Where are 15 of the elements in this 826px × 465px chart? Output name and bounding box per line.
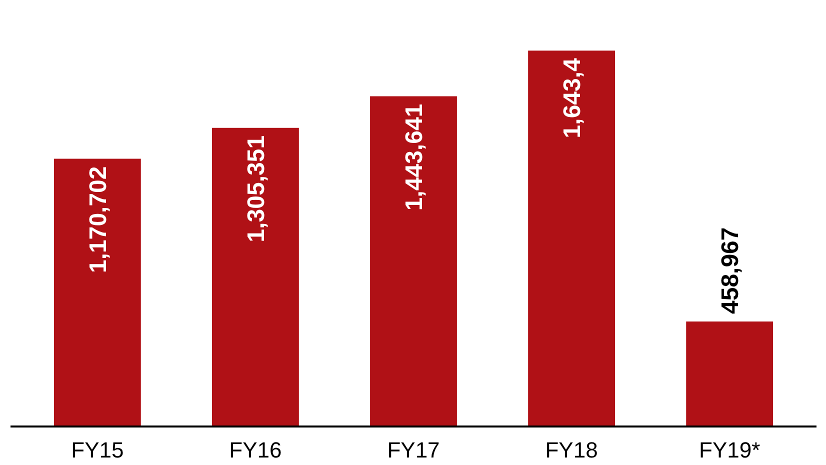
bar <box>370 96 457 426</box>
bar <box>54 158 141 426</box>
data-label: 458,967 <box>717 227 744 314</box>
x-tick-label: FY17 <box>387 438 440 462</box>
x-tick-label: FY16 <box>229 438 282 462</box>
data-label: 1,443,641 <box>401 104 428 211</box>
bar <box>528 50 615 426</box>
x-tick-label: FY18 <box>545 438 598 462</box>
data-label: 1,305,351 <box>242 135 270 242</box>
x-tick-label: FY19* <box>699 438 761 462</box>
x-tick-label: FY15 <box>71 438 124 462</box>
bar <box>686 322 774 426</box>
bar <box>212 128 299 426</box>
data-label: 1,643,4 <box>559 57 586 138</box>
data-label: 1,170,702 <box>84 166 112 274</box>
